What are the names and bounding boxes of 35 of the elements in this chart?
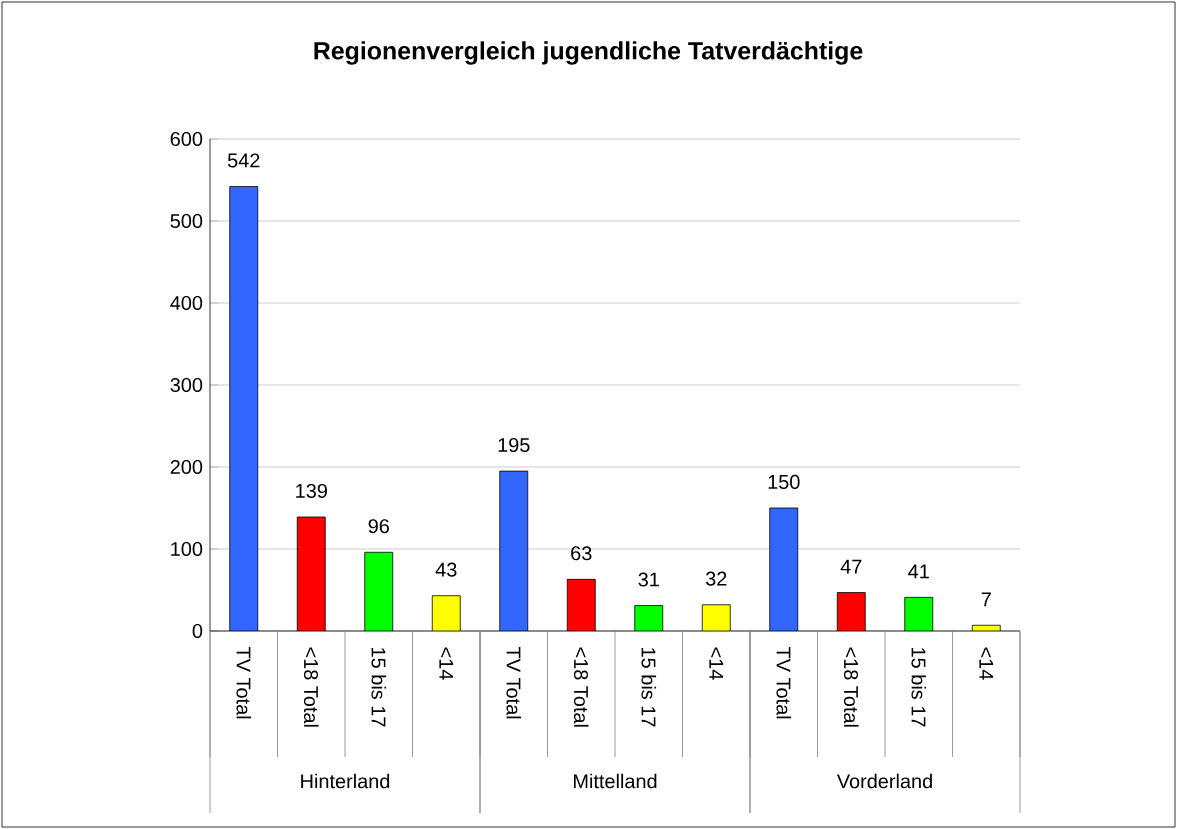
- x-tick-label: TV Total: [236, 646, 252, 719]
- x-tick-label: TV Total: [506, 646, 522, 719]
- x-tick-label: <14: [979, 647, 994, 680]
- y-tick-label: 200: [170, 459, 203, 475]
- data-label: 7: [981, 592, 991, 607]
- data-label: 63: [571, 546, 592, 561]
- data-label: 150: [768, 474, 800, 489]
- x-tick-label: <14: [709, 647, 724, 680]
- text: Mittelland: [573, 773, 657, 789]
- x-tick-label: <18 Total: [843, 647, 859, 727]
- data-label: 195: [498, 437, 530, 453]
- data-label: 32: [705, 571, 727, 586]
- x-tick-label: <18 Total: [303, 647, 319, 727]
- y-tick-label: 500: [170, 213, 203, 229]
- x-tick-label: <18 Total: [573, 647, 589, 727]
- y-tick-label: 100: [171, 541, 203, 557]
- x-tick-label: 15 bis 17: [641, 648, 657, 727]
- data-label: 139: [296, 483, 327, 498]
- x-tick-label: 15 bis 17: [371, 648, 387, 727]
- text: Hinterland: [301, 773, 390, 789]
- y-tick-label: 300: [170, 377, 203, 393]
- x-tick-label: TV Total: [776, 646, 792, 719]
- data-label: 96: [368, 519, 389, 534]
- x-tick-label: <14: [439, 647, 454, 680]
- data-label: 41: [908, 564, 929, 579]
- y-tick-label: 400: [170, 295, 203, 311]
- data-label: 31: [638, 572, 659, 587]
- data-label: 47: [840, 559, 862, 574]
- y-tick-label: 0: [192, 623, 203, 639]
- text: Vorderland: [836, 773, 932, 789]
- x-tick-label: 15 bis 17: [911, 648, 927, 727]
- y-tick-label: 600: [170, 131, 203, 147]
- data-label: 43: [435, 562, 457, 577]
- chart-title: Regionenvergleich jugendliche Tatverdächtige: [314, 41, 863, 65]
- data-label: 542: [227, 153, 260, 168]
